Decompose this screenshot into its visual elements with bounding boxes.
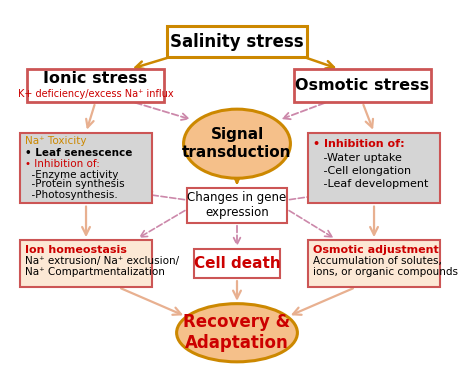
- Text: Signal
transduction: Signal transduction: [182, 128, 292, 160]
- Text: Na⁺ Compartmentalization: Na⁺ Compartmentalization: [26, 267, 165, 278]
- Ellipse shape: [177, 303, 297, 362]
- Text: Cell death: Cell death: [193, 256, 281, 271]
- Text: Osmotic adjustment: Osmotic adjustment: [313, 245, 439, 255]
- FancyBboxPatch shape: [187, 188, 287, 223]
- FancyBboxPatch shape: [27, 69, 164, 102]
- FancyBboxPatch shape: [20, 132, 152, 204]
- FancyBboxPatch shape: [308, 132, 440, 204]
- Text: • Leaf senescence: • Leaf senescence: [26, 148, 133, 158]
- Text: Salinity stress: Salinity stress: [170, 33, 304, 51]
- Text: K+ deficiency/excess Na⁺ influx: K+ deficiency/excess Na⁺ influx: [18, 89, 173, 99]
- Text: Ion homeostasis: Ion homeostasis: [26, 245, 128, 255]
- Text: -Water uptake: -Water uptake: [313, 153, 402, 163]
- Text: ions, or organic compounds: ions, or organic compounds: [313, 267, 458, 278]
- Ellipse shape: [183, 109, 291, 178]
- Text: -Photosynthesis.: -Photosynthesis.: [26, 190, 118, 200]
- Text: -Enzyme activity: -Enzyme activity: [26, 170, 119, 180]
- FancyBboxPatch shape: [20, 240, 152, 287]
- FancyBboxPatch shape: [167, 26, 307, 58]
- Text: -Cell elongation: -Cell elongation: [313, 166, 411, 176]
- Text: Osmotic stress: Osmotic stress: [295, 78, 429, 93]
- Text: -Leaf development: -Leaf development: [313, 180, 429, 190]
- Text: Accumulation of solutes,: Accumulation of solutes,: [313, 256, 442, 266]
- Text: Changes in gene
expression: Changes in gene expression: [187, 191, 287, 220]
- Text: • Inhibition of:: • Inhibition of:: [313, 139, 405, 150]
- Text: -Protein synthesis: -Protein synthesis: [26, 180, 125, 190]
- Text: Na⁺ Toxicity: Na⁺ Toxicity: [26, 136, 87, 146]
- FancyBboxPatch shape: [294, 69, 431, 102]
- FancyBboxPatch shape: [308, 240, 440, 287]
- Text: • Inhibition of:: • Inhibition of:: [26, 159, 100, 169]
- Text: Na⁺ extrusion/ Na⁺ exclusion/: Na⁺ extrusion/ Na⁺ exclusion/: [26, 256, 180, 266]
- Text: Recovery &
Adaptation: Recovery & Adaptation: [183, 313, 291, 352]
- FancyBboxPatch shape: [194, 249, 280, 278]
- Text: Ionic stress: Ionic stress: [43, 71, 147, 86]
